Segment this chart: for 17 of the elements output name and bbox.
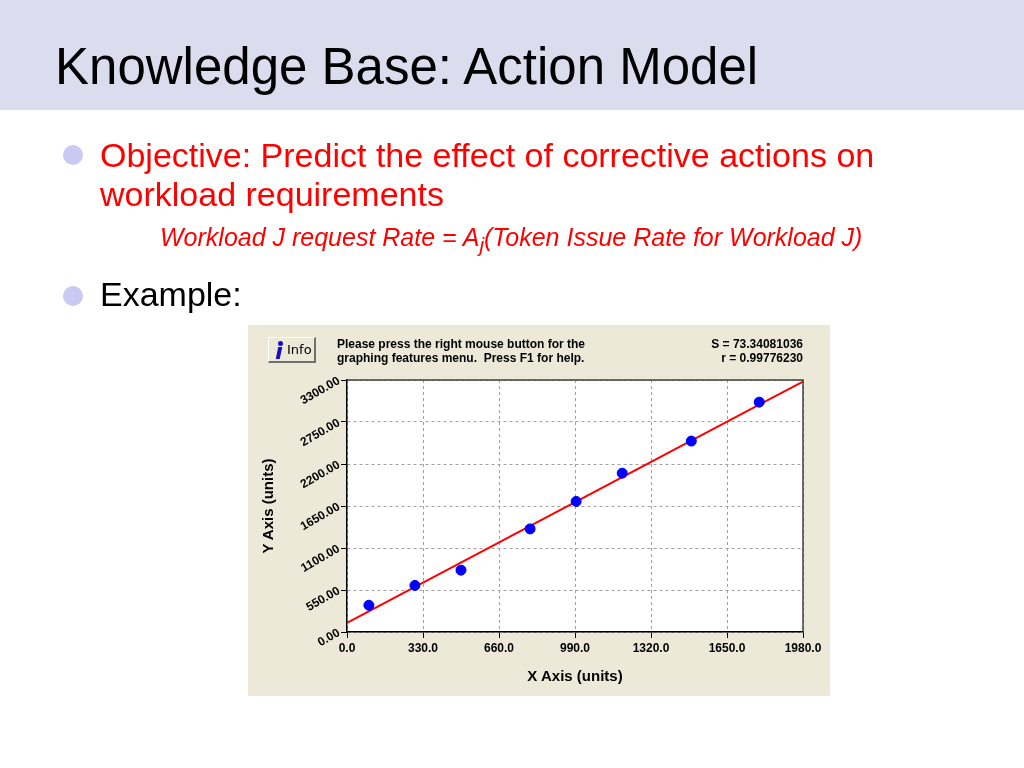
y-axis-title: Y Axis (units) [259, 458, 277, 554]
x-tick-label: 1320.0 [632, 640, 670, 655]
x-tick-label: 330.0 [407, 640, 439, 655]
chart-subtitle: Objective: Predict the effect of corrective actions on workload requirements [100, 136, 876, 214]
text: Example: [100, 275, 242, 314]
chart-title: Knowledge Base: Action Model [55, 38, 759, 96]
x-tick-label: 660.0 [483, 640, 515, 655]
x-tick-label: 0.0 [338, 640, 356, 655]
text: S = 73.34081036 [711, 337, 803, 351]
x-tick-label: 1980.0 [784, 640, 822, 655]
info-button: Info [268, 337, 316, 363]
text: Workload J request Rate = A$_{j}$(Token Issue Rate for Workload J) [160, 222, 863, 258]
x-tick-label: 1650.0 [708, 640, 746, 655]
text: r = 0.99776230 [721, 351, 803, 365]
x-tick-label: 990.0 [559, 640, 591, 655]
text: Please press the right mouse button for the graphing features menu. Press F1 for help. [337, 337, 587, 365]
x-axis-title: X Axis (units) [527, 667, 623, 685]
